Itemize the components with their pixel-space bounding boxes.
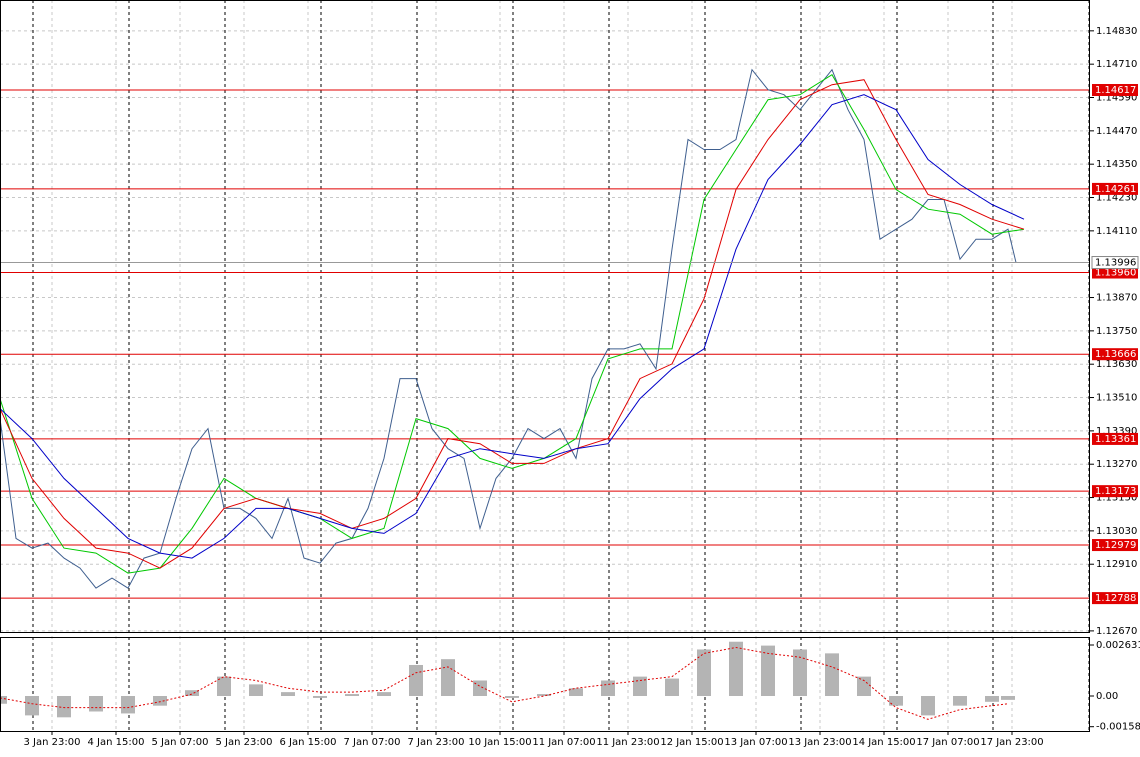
level-label: 1.14617: [1095, 85, 1136, 96]
x-tick-label: 11 Jan 07:00: [532, 737, 595, 748]
level-label: 1.13666: [1095, 349, 1136, 360]
x-tick-label: 5 Jan 23:00: [216, 737, 273, 748]
y-tick-label: -0.001584: [1096, 722, 1140, 733]
histogram-bar: [345, 694, 359, 696]
level-label: 1.14261: [1095, 184, 1136, 195]
series-line: [0, 68, 1017, 589]
histogram-bar: [633, 676, 647, 696]
level-label-box: [1092, 432, 1138, 445]
histogram-bar: [217, 676, 231, 696]
y-tick-label: 1.13390: [1096, 426, 1137, 437]
x-tick-label: 17 Jan 07:00: [916, 737, 979, 748]
histogram-bar: [985, 695, 999, 702]
histogram-bar: [601, 680, 615, 696]
level-label: 1.13960: [1095, 268, 1136, 279]
last-price-label: 1.13996: [1095, 258, 1136, 269]
last-price-box: [1091, 256, 1139, 270]
histogram-bar: [921, 695, 935, 716]
series-line: [0, 646, 1009, 720]
histogram-bar: [825, 653, 839, 696]
x-tick-label: 14 Jan 15:00: [852, 737, 915, 748]
histogram-bar: [89, 695, 103, 712]
panel-border: [0, 637, 1090, 732]
histogram-bar: [1001, 695, 1015, 700]
x-tick-label: 10 Jan 15:00: [468, 737, 531, 748]
level-label-box: [1092, 348, 1138, 361]
histogram-bar: [793, 649, 807, 696]
histogram-bar: [0, 695, 7, 704]
y-tick-label: 1.14830: [1096, 26, 1137, 37]
histogram-bar: [153, 695, 167, 706]
histogram-bar: [249, 684, 263, 696]
histogram-bar: [281, 692, 295, 696]
histogram-bar: [569, 688, 583, 696]
histogram-bar: [537, 694, 551, 696]
histogram-bar: [889, 695, 903, 706]
level-label: 1.12979: [1095, 540, 1136, 551]
y-tick-label: 1.14590: [1096, 93, 1137, 104]
x-tick-label: 17 Jan 23:00: [980, 737, 1043, 748]
level-label-box: [1092, 539, 1138, 552]
series-line: [0, 79, 1025, 569]
series-line: [0, 94, 1025, 559]
y-tick-label: 0.002631: [1096, 640, 1140, 651]
y-tick-label: 1.13030: [1096, 526, 1137, 537]
x-tick-label: 13 Jan 07:00: [724, 737, 787, 748]
y-tick-label: 1.14110: [1096, 226, 1137, 237]
histogram-bar: [57, 695, 71, 718]
histogram-bar: [25, 695, 39, 716]
y-tick-label: 1.14230: [1096, 193, 1137, 204]
x-tick-label: 7 Jan 23:00: [408, 737, 465, 748]
level-label-box: [1092, 266, 1138, 279]
level-label-box: [1092, 182, 1138, 195]
y-tick-label: 1.13750: [1096, 326, 1137, 337]
y-tick-label: 1.13510: [1096, 393, 1137, 404]
y-tick-label: 1.14350: [1096, 159, 1137, 170]
histogram-bar: [953, 695, 967, 706]
y-tick-label: 1.12670: [1096, 626, 1137, 637]
histogram-bar: [409, 664, 423, 696]
x-tick-label: 11 Jan 23:00: [596, 737, 659, 748]
y-tick-label: 1.14710: [1096, 59, 1137, 70]
y-tick-label: 1.13150: [1096, 493, 1137, 504]
x-tick-label: 7 Jan 07:00: [344, 737, 401, 748]
level-label-box: [1092, 84, 1138, 97]
histogram-bar: [505, 695, 519, 698]
x-tick-label: 3 Jan 23:00: [24, 737, 81, 748]
histogram-bar: [665, 678, 679, 696]
y-tick-label: 1.14470: [1096, 126, 1137, 137]
histogram-bar: [729, 641, 743, 696]
level-label-box: [1092, 485, 1138, 498]
level-label: 1.13361: [1095, 434, 1136, 445]
panel-border: [0, 0, 1090, 633]
histogram-bar: [185, 690, 199, 696]
y-tick-label: 1.12910: [1096, 559, 1137, 570]
histogram-bar: [121, 695, 135, 714]
y-tick-label: 1.13870: [1096, 293, 1137, 304]
y-tick-label: 1.13270: [1096, 459, 1137, 470]
level-label-box: [1092, 592, 1138, 605]
x-tick-label: 6 Jan 15:00: [280, 737, 337, 748]
x-tick-label: 5 Jan 07:00: [152, 737, 209, 748]
level-label: 1.13173: [1095, 486, 1136, 497]
histogram-bar: [761, 645, 775, 696]
histogram-bar: [377, 692, 391, 696]
histogram-bar: [313, 695, 327, 698]
y-tick-label: 1.13630: [1096, 359, 1137, 370]
level-label: 1.12788: [1095, 593, 1136, 604]
x-tick-label: 4 Jan 15:00: [88, 737, 145, 748]
histogram-bar: [473, 680, 487, 696]
histogram-bar: [441, 659, 455, 696]
x-tick-label: 12 Jan 15:00: [660, 737, 723, 748]
histogram-bar: [857, 676, 871, 696]
histogram-bar: [697, 649, 711, 696]
y-tick-label: 0.00: [1096, 691, 1118, 702]
x-tick-label: 13 Jan 23:00: [788, 737, 851, 748]
